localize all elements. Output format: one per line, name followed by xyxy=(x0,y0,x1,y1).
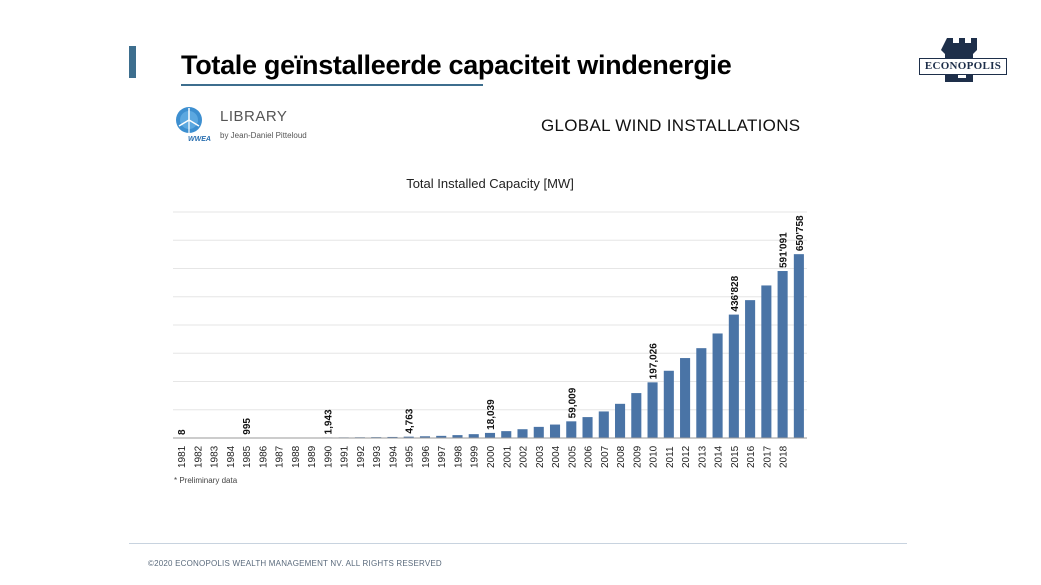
x-tick-2006: 2006 xyxy=(584,445,595,468)
global-wind-header: GLOBAL WIND INSTALLATIONS xyxy=(541,116,801,135)
x-tick-2018: 2018 xyxy=(779,445,790,468)
econopolis-wordmark: ECONOPOLIS xyxy=(919,58,1007,75)
x-tick-2003: 2003 xyxy=(535,445,546,468)
data-label-1981: 8 xyxy=(177,429,188,435)
data-label-2018: 591'091 xyxy=(779,232,790,268)
data-label-2015: 436'828 xyxy=(730,275,741,311)
bar-2012 xyxy=(680,358,691,438)
chart-tick-labels: 1981 1982 1983 1984 1985 1986 1987 1988 1989 1990… xyxy=(177,445,789,468)
x-tick-1999: 1999 xyxy=(470,445,481,468)
data-label-preliminary: 650'758 xyxy=(795,215,806,251)
data-label-1990: 1,943 xyxy=(323,409,334,434)
bar-2004 xyxy=(549,424,561,438)
x-tick-2007: 2007 xyxy=(600,445,611,468)
bar-preliminary xyxy=(793,254,804,438)
x-tick-2013: 2013 xyxy=(697,445,708,468)
title-underline xyxy=(181,84,483,86)
x-tick-1992: 1992 xyxy=(356,445,367,468)
x-tick-2015: 2015 xyxy=(730,445,741,468)
bar-2010 xyxy=(647,382,658,438)
x-tick-2004: 2004 xyxy=(551,445,562,468)
data-label-2000: 18,039 xyxy=(486,399,497,430)
bar-1997 xyxy=(436,435,447,438)
bar-2001 xyxy=(501,431,512,438)
x-tick-1993: 1993 xyxy=(372,445,383,468)
chart-title: Total Installed Capacity [MW] xyxy=(406,176,574,191)
x-tick-1990: 1990 xyxy=(323,445,334,468)
footer-divider xyxy=(129,543,907,544)
data-label-1985: 995 xyxy=(242,418,253,435)
x-tick-2002: 2002 xyxy=(519,445,530,468)
x-tick-2005: 2005 xyxy=(567,445,578,468)
x-tick-2009: 2009 xyxy=(632,445,643,468)
copyright-footer: ©2020 ECONOPOLIS WEALTH MANAGEMENT NV. A… xyxy=(148,559,442,568)
bar-2018 xyxy=(777,271,788,438)
x-tick-1983: 1983 xyxy=(210,445,221,468)
x-tick-2010: 2010 xyxy=(649,445,660,468)
x-tick-2017: 2017 xyxy=(762,445,773,468)
title-accent-bar xyxy=(129,46,136,78)
bar-2005 xyxy=(566,421,577,438)
data-label-1995: 4,763 xyxy=(405,408,416,433)
x-tick-2014: 2014 xyxy=(714,445,725,468)
x-tick-2008: 2008 xyxy=(616,445,627,468)
x-tick-2000: 2000 xyxy=(486,445,497,468)
chart-data-labels: 650'758 8 995 1,943 4,763 18,039 59,009 197,026… xyxy=(177,215,806,435)
x-tick-1995: 1995 xyxy=(405,445,416,468)
slide-title: Totale geïnstalleerde capaciteit windene… xyxy=(181,50,732,80)
bar-2000 xyxy=(484,432,496,438)
bar-2007 xyxy=(598,411,609,438)
wwea-logo-text: WWEA xyxy=(188,136,211,143)
bar-2008 xyxy=(615,403,626,438)
x-tick-1998: 1998 xyxy=(453,445,464,468)
x-tick-2012: 2012 xyxy=(681,445,692,468)
bar-2016 xyxy=(745,300,756,438)
bar-2003 xyxy=(533,426,544,438)
x-tick-1985: 1985 xyxy=(242,445,253,468)
library-title: LIBRARY xyxy=(220,108,288,125)
bar-2015 xyxy=(728,314,739,438)
bar-1995 xyxy=(403,436,414,438)
bar-2009 xyxy=(631,393,642,438)
bar-1998 xyxy=(452,435,463,438)
bar-1999 xyxy=(468,434,479,438)
data-label-2010: 197,026 xyxy=(649,343,660,380)
wwea-turbine-logo: WWEA xyxy=(176,107,211,143)
chart-footnote: * Preliminary data xyxy=(174,476,238,485)
x-tick-1996: 1996 xyxy=(421,445,432,468)
x-tick-1988: 1988 xyxy=(291,445,302,468)
x-tick-2001: 2001 xyxy=(502,445,513,468)
bar-2014 xyxy=(712,333,723,438)
bar-2006 xyxy=(582,417,593,438)
bar-2017 xyxy=(761,285,772,438)
x-tick-2011: 2011 xyxy=(665,446,676,468)
x-tick-1981: 1981 xyxy=(177,445,188,468)
x-tick-1991: 1991 xyxy=(340,445,351,468)
x-tick-1982: 1982 xyxy=(193,445,204,468)
x-tick-2016: 2016 xyxy=(746,445,757,468)
bar-2013 xyxy=(696,348,707,438)
x-tick-1989: 1989 xyxy=(307,445,318,468)
x-tick-1984: 1984 xyxy=(226,445,237,468)
chart-grid xyxy=(173,211,807,411)
x-tick-1986: 1986 xyxy=(258,445,269,468)
x-tick-1997: 1997 xyxy=(437,445,448,468)
x-tick-1987: 1987 xyxy=(275,445,286,468)
data-label-2005: 59,009 xyxy=(567,387,578,418)
chart-bars xyxy=(176,254,804,438)
bar-2002 xyxy=(517,429,528,438)
library-subtitle: by Jean-Daniel Pitteloud xyxy=(220,131,307,140)
bar-2011 xyxy=(663,370,674,438)
bar-1994 xyxy=(387,436,398,438)
bar-1996 xyxy=(419,436,431,438)
x-tick-1994: 1994 xyxy=(388,445,399,468)
